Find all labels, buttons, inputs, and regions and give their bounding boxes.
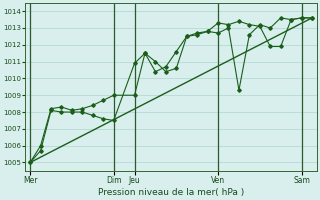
X-axis label: Pression niveau de la mer( hPa ): Pression niveau de la mer( hPa ) xyxy=(98,188,244,197)
